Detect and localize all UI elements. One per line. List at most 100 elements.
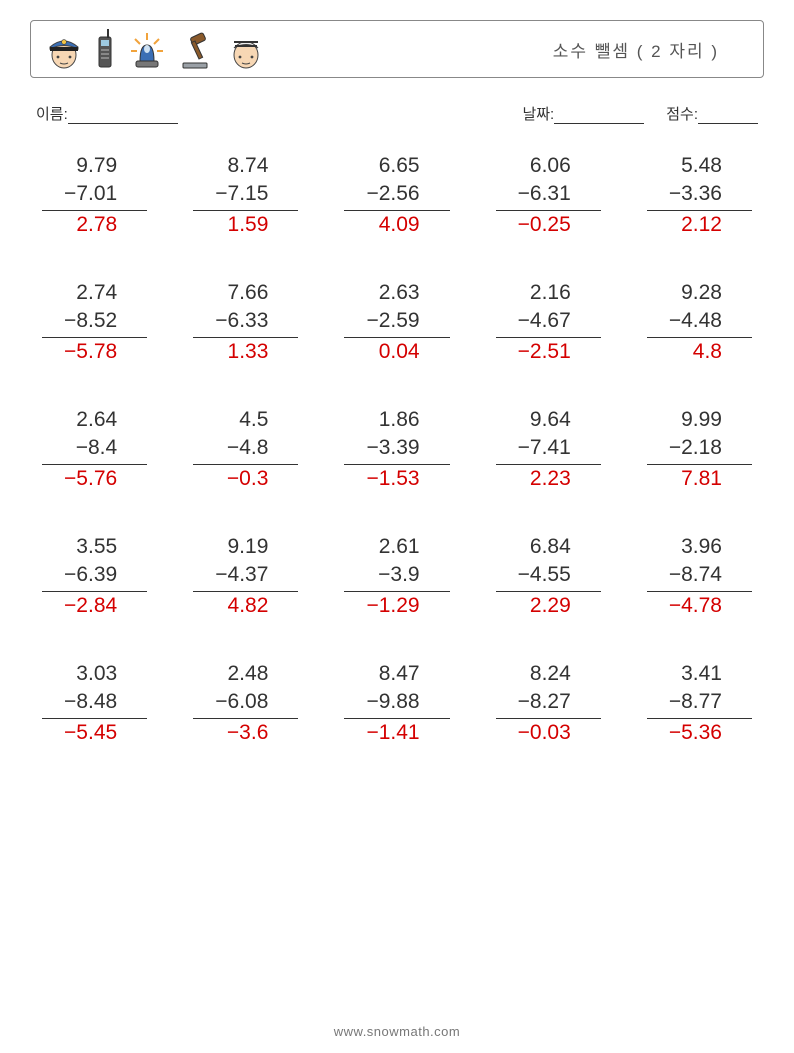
name-line [68,105,178,124]
operand-1: 9.79 [42,152,147,180]
score-label: 점수: [666,103,698,124]
operand-2: −4.8 [193,434,298,464]
problem: 2.64−8.4−5.76 [42,406,147,493]
problem: 9.79−7.012.78 [42,152,147,239]
problem: 8.74−7.151.59 [193,152,298,239]
answer: −1.53 [344,465,449,493]
problem: 2.74−8.52−5.78 [42,279,147,366]
problem: 8.47−9.88−1.41 [344,660,449,747]
problem: 2.16−4.67−2.51 [496,279,601,366]
answer: −5.36 [647,719,752,747]
problem: 9.28−4.484.8 [647,279,752,366]
operand-2: −7.15 [193,180,298,210]
answer: −2.51 [496,338,601,366]
operand-2: −2.18 [647,434,752,464]
problem: 4.5−4.8−0.3 [193,406,298,493]
operand-1: 7.66 [193,279,298,307]
operand-2: −8.52 [42,307,147,337]
answer: −0.25 [496,211,601,239]
problem: 3.55−6.39−2.84 [42,533,147,620]
operand-2: −4.67 [496,307,601,337]
operand-2: −7.01 [42,180,147,210]
operand-1: 6.65 [344,152,449,180]
answer: 2.29 [496,592,601,620]
operand-1: 2.48 [193,660,298,688]
operand-1: 2.74 [42,279,147,307]
problem: 2.48−6.08−3.6 [193,660,298,747]
problem: 6.84−4.552.29 [496,533,601,620]
operand-1: 2.64 [42,406,147,434]
problem: 1.86−3.39−1.53 [344,406,449,493]
operand-2: −6.31 [496,180,601,210]
operand-1: 3.55 [42,533,147,561]
problem: 9.19−4.374.82 [193,533,298,620]
operand-1: 9.28 [647,279,752,307]
operand-2: −6.39 [42,561,147,591]
meta-row: 이름: 날짜: 점수: [36,100,758,124]
answer: 2.78 [42,211,147,239]
answer: 0.04 [344,338,449,366]
operand-1: 6.06 [496,152,601,180]
answer: 2.23 [496,465,601,493]
siren-light-icon [127,27,167,71]
operand-2: −7.41 [496,434,601,464]
answer: 4.82 [193,592,298,620]
operand-2: −6.33 [193,307,298,337]
operand-2: −2.56 [344,180,449,210]
answer: −0.3 [193,465,298,493]
prisoner-icon [227,27,265,71]
operand-2: −8.77 [647,688,752,718]
answer: 4.09 [344,211,449,239]
answer: −0.03 [496,719,601,747]
operand-1: 9.64 [496,406,601,434]
operand-2: −2.59 [344,307,449,337]
answer: 7.81 [647,465,752,493]
answer: −5.76 [42,465,147,493]
problem: 7.66−6.331.33 [193,279,298,366]
date-line [554,105,644,124]
operand-2: −4.48 [647,307,752,337]
operand-1: 2.16 [496,279,601,307]
answer: −2.84 [42,592,147,620]
header-icons [45,27,265,71]
operand-1: 2.63 [344,279,449,307]
answer: 1.59 [193,211,298,239]
worksheet-title: 소수 뺄셈 ( 2 자리 ) [553,37,749,62]
problem: 3.96−8.74−4.78 [647,533,752,620]
problem: 8.24−8.27−0.03 [496,660,601,747]
operand-1: 6.84 [496,533,601,561]
operand-1: 3.41 [647,660,752,688]
problem: 6.65−2.564.09 [344,152,449,239]
problem: 5.48−3.362.12 [647,152,752,239]
answer: −1.29 [344,592,449,620]
operand-1: 5.48 [647,152,752,180]
date-label: 날짜: [522,103,554,124]
operand-1: 2.61 [344,533,449,561]
problem: 6.06−6.31−0.25 [496,152,601,239]
operand-2: −3.36 [647,180,752,210]
walkie-talkie-icon [93,27,117,71]
operand-1: 9.99 [647,406,752,434]
problem: 9.99−2.187.81 [647,406,752,493]
operand-1: 1.86 [344,406,449,434]
operand-1: 9.19 [193,533,298,561]
operand-2: −4.55 [496,561,601,591]
footer-url: www.snowmath.com [0,1024,794,1039]
operand-2: −3.39 [344,434,449,464]
police-officer-icon [45,27,83,71]
operand-2: −8.48 [42,688,147,718]
problem: 2.63−2.590.04 [344,279,449,366]
problem: 9.64−7.412.23 [496,406,601,493]
score-line [698,105,758,124]
operand-2: −3.9 [344,561,449,591]
answer: −4.78 [647,592,752,620]
problem: 2.61−3.9−1.29 [344,533,449,620]
operand-1: 8.24 [496,660,601,688]
answer: 1.33 [193,338,298,366]
operand-2: −4.37 [193,561,298,591]
problem: 3.03−8.48−5.45 [42,660,147,747]
answer: 2.12 [647,211,752,239]
operand-2: −8.27 [496,688,601,718]
name-label: 이름: [36,103,68,124]
problems-grid: 9.79−7.012.78 8.74−7.151.59 6.65−2.564.0… [30,152,764,747]
